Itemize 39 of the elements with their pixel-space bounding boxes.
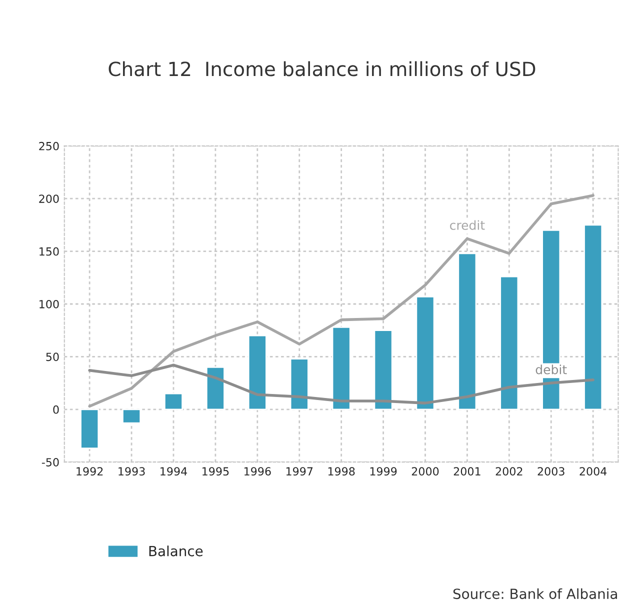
x-tick-label: 2002 — [496, 467, 522, 476]
bar — [374, 330, 393, 410]
x-tick-label: 1995 — [202, 467, 229, 476]
x-tick-label: 1994 — [160, 467, 188, 476]
line-series — [88, 194, 594, 408]
chart-title: Chart 12 Income balance in millions of USD — [108, 61, 536, 76]
bar — [332, 326, 351, 410]
bar — [500, 276, 519, 410]
y-tick-label: -50 — [42, 458, 59, 466]
x-tick-label: 1999 — [370, 467, 397, 476]
source-note: Source: Bank of Albania — [453, 588, 617, 600]
y-tick-label: 50 — [46, 352, 59, 362]
bar — [584, 224, 603, 410]
bar — [164, 392, 183, 410]
line-series — [88, 364, 594, 404]
x-tick-label: 1998 — [328, 467, 355, 476]
y-tick-label: 100 — [40, 300, 59, 308]
y-tick-label: 250 — [39, 142, 59, 150]
bar — [248, 334, 267, 410]
series-label: debit — [536, 364, 567, 374]
x-tick-label: 1993 — [118, 467, 145, 476]
x-tick-label: 1992 — [76, 467, 103, 476]
x-tick-label: 1996 — [244, 467, 271, 476]
y-tick-label: 150 — [40, 247, 59, 256]
legend-label: Balance — [149, 546, 203, 556]
x-tick-label: 2004 — [580, 467, 607, 476]
x-tick-label: 1997 — [286, 467, 313, 476]
bar — [122, 408, 142, 424]
bar — [290, 358, 309, 410]
x-tick-label: 2001 — [454, 467, 480, 476]
bar — [458, 252, 477, 410]
bar — [80, 408, 100, 450]
bar — [416, 296, 435, 410]
bar — [206, 366, 225, 410]
y-tick-label: 200 — [39, 194, 59, 203]
series-label: credit — [450, 220, 485, 230]
x-tick-label: 2000 — [412, 467, 439, 476]
x-tick-label: 2003 — [538, 467, 564, 476]
y-tick-label: 0 — [53, 405, 59, 414]
